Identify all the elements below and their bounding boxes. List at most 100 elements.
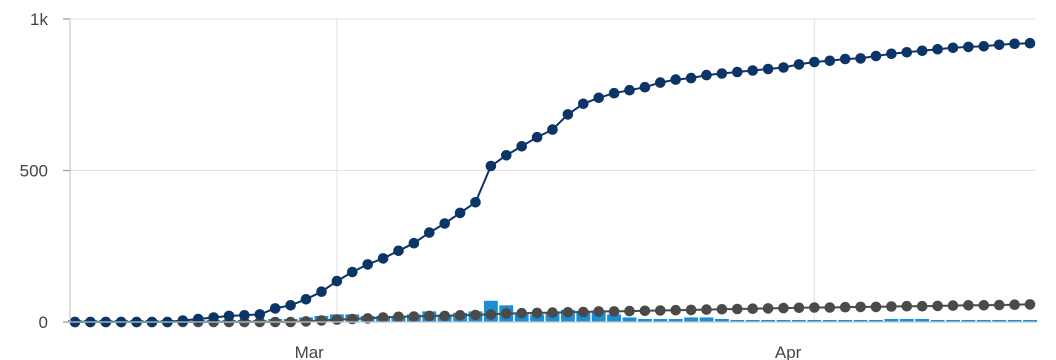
line-series-group — [69, 37, 1036, 328]
data-point — [978, 300, 990, 311]
data-point — [347, 313, 358, 325]
data-point — [947, 300, 959, 311]
data-point — [208, 312, 219, 323]
x-tick-label: Apr — [775, 343, 802, 360]
y-tick-label: 1k — [30, 10, 48, 29]
data-point — [316, 315, 327, 326]
bar — [899, 318, 914, 322]
data-point — [716, 304, 728, 315]
data-point — [824, 55, 836, 67]
data-point — [331, 275, 343, 287]
bar — [792, 320, 806, 322]
data-point — [593, 306, 604, 317]
bar — [776, 320, 791, 322]
bar — [915, 318, 930, 322]
x-tick-label: Mar — [295, 343, 325, 360]
data-point — [578, 98, 589, 110]
bar — [1023, 320, 1037, 322]
data-point — [824, 302, 836, 313]
data-point — [377, 253, 389, 264]
data-point — [778, 302, 789, 314]
bar — [853, 320, 868, 322]
data-point — [362, 259, 374, 270]
data-point — [562, 307, 574, 318]
data-point — [793, 59, 805, 70]
x-tick-labels: Mar Apr — [295, 343, 802, 360]
data-point — [855, 301, 866, 313]
data-point — [655, 305, 666, 316]
data-point — [470, 309, 481, 321]
data-point — [655, 77, 666, 88]
data-point — [1009, 299, 1020, 311]
data-point — [947, 42, 959, 54]
y-tick-label: 0 — [39, 313, 48, 332]
data-point — [608, 306, 620, 317]
data-point — [685, 72, 697, 84]
bar — [607, 314, 622, 322]
data-point — [932, 44, 943, 55]
data-point — [639, 81, 651, 93]
data-point — [839, 53, 851, 65]
data-point — [470, 197, 481, 208]
data-point — [223, 310, 235, 322]
data-point — [670, 74, 681, 85]
bar — [684, 317, 699, 322]
bar — [976, 320, 991, 322]
bar — [869, 320, 883, 322]
data-point — [516, 307, 527, 319]
bar — [838, 320, 853, 322]
data-point — [269, 303, 281, 314]
data-point — [239, 310, 250, 321]
data-point — [701, 304, 712, 315]
data-point — [393, 245, 404, 257]
data-point — [192, 313, 204, 325]
data-point — [670, 304, 681, 316]
data-point — [978, 41, 990, 52]
data-point — [316, 286, 327, 298]
bar — [730, 320, 745, 322]
data-point — [701, 69, 712, 81]
data-point — [331, 314, 343, 325]
data-point — [485, 160, 497, 172]
data-point — [870, 301, 882, 313]
data-point — [531, 131, 543, 143]
bar — [807, 320, 822, 322]
data-point — [362, 313, 374, 324]
data-point — [732, 303, 743, 315]
data-point — [424, 227, 435, 238]
bar — [530, 314, 545, 322]
data-point — [608, 87, 620, 99]
data-point — [516, 141, 527, 152]
bar — [1007, 320, 1022, 322]
data-point — [916, 300, 928, 312]
data-point — [439, 310, 451, 322]
data-point — [778, 62, 789, 73]
data-point — [839, 301, 851, 313]
data-point — [639, 305, 651, 317]
data-point — [932, 300, 943, 312]
data-point — [732, 66, 743, 78]
data-point — [454, 310, 466, 321]
data-point — [809, 56, 820, 68]
bar — [653, 318, 668, 322]
data-point — [716, 68, 728, 79]
data-point — [408, 311, 420, 322]
series-line — [75, 42, 1031, 323]
data-point — [254, 309, 266, 320]
bar — [930, 320, 945, 322]
data-point — [855, 53, 866, 64]
data-point — [762, 63, 774, 75]
data-point — [901, 300, 913, 312]
data-point — [1024, 299, 1036, 310]
data-point — [408, 237, 420, 249]
bar — [946, 320, 960, 322]
bar — [822, 320, 837, 322]
data-point — [377, 312, 389, 323]
data-point — [177, 315, 189, 326]
y-tick-label: 500 — [20, 162, 48, 181]
data-point — [624, 305, 635, 317]
data-point — [562, 109, 574, 120]
data-point — [963, 300, 974, 311]
data-point — [916, 45, 928, 57]
